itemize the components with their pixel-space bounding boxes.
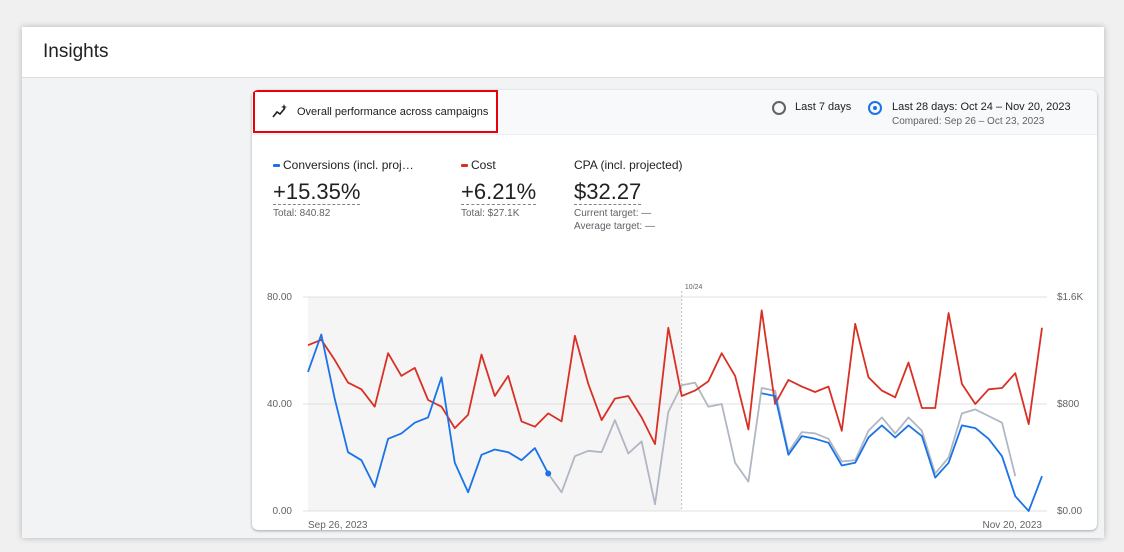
metric-cpa-value: $32.27 [574, 179, 642, 205]
performance-chart[interactable]: 10/24 80.00 40.00 0.00 $1.6K $800 $0.00 Sep … [252, 260, 1097, 530]
metric-cpa[interactable]: CPA (incl. projected) $32.27 Current tar… [574, 158, 683, 232]
trending-sparkle-icon [272, 104, 287, 118]
compared-range-text: Compared: Sep 26 – Oct 23, 2023 [892, 116, 1045, 127]
range-last-7-days-label[interactable]: Last 7 days [795, 101, 852, 113]
right-axis: $1.6K $800 $0.00 [1057, 292, 1083, 517]
metric-conversions-total: Total: 840.82 [273, 208, 331, 219]
metric-cost[interactable]: Cost +6.21% Total: $27.1K [461, 158, 537, 219]
range-last-28-days-radio[interactable] [868, 101, 882, 115]
metric-cost-total: Total: $27.1K [461, 208, 520, 219]
performance-card: Overall performance across campaigns Las… [252, 90, 1097, 530]
metric-conversions-name: Conversions (incl. proj… [283, 158, 414, 172]
metric-cpa-name: CPA (incl. projected) [574, 158, 683, 172]
metric-cpa-current-target: Current target: — [574, 208, 652, 219]
period-divider-label: 10/24 [685, 284, 703, 291]
performance-heading-label: Overall performance across campaigns [297, 106, 489, 118]
left-axis-tick-label: 80.00 [267, 292, 292, 303]
metric-cost-value: +6.21% [461, 179, 537, 205]
insights-window: Insights Overall performance across camp… [22, 27, 1104, 538]
x-axis-start-label: Sep 26, 2023 [308, 520, 368, 530]
metric-cpa-average-target: Average target: — [574, 221, 655, 232]
page-title: Insights [43, 41, 109, 62]
page-header: Insights [22, 27, 1104, 78]
performance-heading: Overall performance across campaigns [253, 90, 498, 133]
metric-cost-name: Cost [471, 158, 496, 172]
right-axis-tick-label: $0.00 [1057, 506, 1082, 517]
conversions-end-point [545, 470, 552, 477]
range-last-28-days-label[interactable]: Last 28 days: Oct 24 – Nov 20, 2023 [892, 101, 1071, 113]
chart-series [307, 309, 1043, 512]
series-line-conversions [307, 333, 1043, 512]
left-axis: 80.00 40.00 0.00 [267, 292, 292, 517]
left-axis-tick-label: 40.00 [267, 399, 292, 410]
chart-grid [303, 296, 1047, 512]
left-axis-tick-label: 0.00 [273, 506, 293, 517]
range-last-7-days-radio[interactable] [772, 101, 786, 115]
cost-legend-swatch [461, 164, 468, 168]
conversions-legend-swatch [273, 164, 280, 168]
metric-conversions[interactable]: Conversions (incl. proj… +15.35% Total: … [273, 158, 414, 219]
series-line-cost [307, 309, 1043, 445]
metric-conversions-value: +15.35% [273, 179, 361, 205]
left-pane [22, 78, 251, 538]
right-axis-tick-label: $800 [1057, 399, 1080, 410]
card-toolbar: Overall performance across campaigns Las… [252, 90, 1097, 135]
x-axis-end-label: Nov 20, 2023 [983, 520, 1043, 530]
right-axis-tick-label: $1.6K [1057, 292, 1083, 303]
